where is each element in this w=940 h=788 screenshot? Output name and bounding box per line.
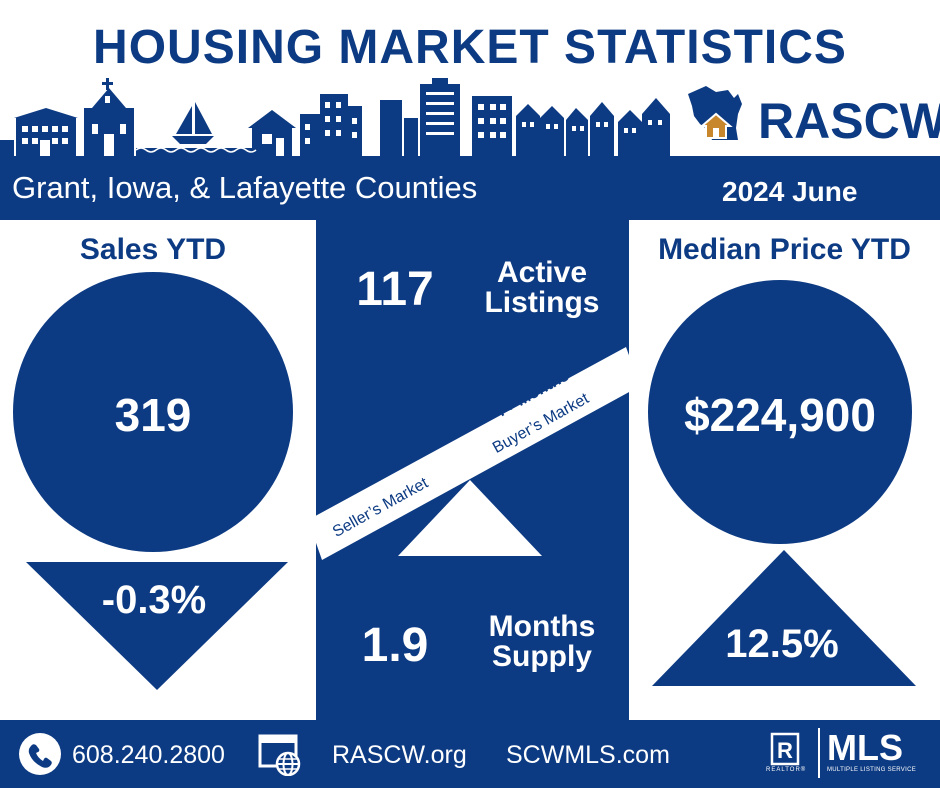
active-label-line1: Active (496, 256, 588, 289)
active-listings-value: 117 (356, 263, 434, 316)
active-label-line2: Listings (484, 286, 600, 319)
region-label: Grant, Iowa, & Lafayette Counties (12, 170, 478, 205)
skyline-illustration (0, 78, 670, 156)
period-label: 2024 June (722, 176, 858, 207)
wisconsin-map-icon (688, 86, 742, 140)
down-triangle-icon (26, 562, 288, 690)
logo-text: RASCW (758, 93, 940, 149)
svg-text:R: R (777, 738, 793, 763)
sales-ytd-title: Sales YTD (79, 233, 227, 266)
seesaw-plank (308, 347, 640, 560)
sales-circle (13, 272, 293, 552)
realtor-caption: REALTOR® (766, 767, 807, 773)
seesaw-fulcrum (398, 480, 542, 556)
months-supply-value: 1.9 (361, 619, 429, 672)
median-price-change: 12.5% (725, 622, 839, 666)
web-globe-icon[interactable] (258, 734, 304, 776)
up-triangle-icon (652, 550, 916, 686)
months-supply-label: Months Supply (462, 612, 622, 672)
supply-label-line2: Supply (491, 640, 592, 673)
mls-logo-text: MLS (827, 727, 903, 768)
phone-icon[interactable] (18, 732, 62, 776)
median-price-circle (648, 280, 912, 544)
region-band (0, 156, 940, 220)
active-listings-label: Active Listings (462, 258, 622, 318)
page-title: HOUSING MARKET STATISTICS (93, 21, 847, 74)
mls-caption: MULTIPLE LISTING SERVICE (827, 767, 916, 773)
supply-label-line1: Months (488, 610, 596, 643)
phone-number[interactable]: 608.240.2800 (72, 741, 225, 769)
footer-divider (818, 728, 820, 778)
sales-ytd-change: -0.3% (101, 578, 207, 622)
footer-bar (0, 720, 940, 788)
sales-ytd-value: 319 (114, 389, 192, 441)
rascw-logo: RASCW (682, 80, 940, 158)
realtor-r-icon: R (770, 732, 800, 766)
median-price-title: Median Price YTD (658, 233, 911, 266)
website-rascw-link[interactable]: RASCW.org (332, 741, 467, 769)
median-price-value: $224,900 (684, 389, 876, 441)
website-scwmls-link[interactable]: SCWMLS.com (506, 741, 670, 769)
